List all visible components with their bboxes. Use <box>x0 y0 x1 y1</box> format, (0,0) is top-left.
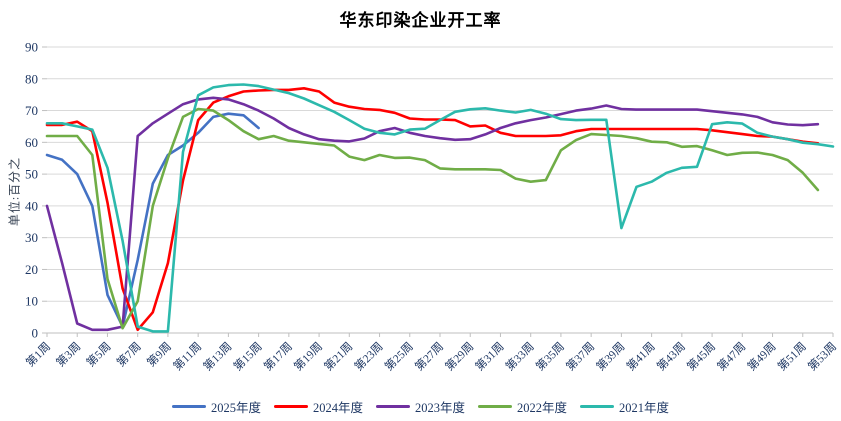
x-tick-label: 第11周 <box>170 339 204 373</box>
y-tick-label: 10 <box>25 294 38 309</box>
x-tick-label: 第9周 <box>144 339 174 369</box>
legend-label: 2024年度 <box>312 401 363 415</box>
gridlines <box>42 46 834 337</box>
x-tick-label: 第51周 <box>775 339 809 373</box>
legend-label: 2023年度 <box>414 401 465 415</box>
legend-item: 2023年度 <box>375 397 465 416</box>
x-tick-label: 第33周 <box>503 339 537 373</box>
x-tick-label: 第1周 <box>23 339 53 369</box>
x-tick-label: 第23周 <box>351 339 385 373</box>
y-tick-label: 40 <box>25 198 38 213</box>
y-axis-title: 单位:百分之 <box>7 156 22 227</box>
legend-item: 2021年度 <box>580 397 669 416</box>
x-tick-label: 第3周 <box>53 339 83 369</box>
x-tick-label: 第5周 <box>83 339 113 369</box>
x-tick-label: 第21周 <box>321 339 355 373</box>
series-line-2024年度 <box>45 87 820 332</box>
y-tick-label: 30 <box>25 230 38 245</box>
chart-title: 华东印染企业开工率 <box>339 11 502 30</box>
legend-item: 2024年度 <box>273 397 363 416</box>
series-line-2021年度 <box>45 83 835 333</box>
x-tick-label: 第25周 <box>382 339 416 373</box>
x-tick-label: 第47周 <box>714 339 748 373</box>
legend-item: 2022年度 <box>478 397 567 416</box>
x-axis-tick-labels: 第1周 第3周 第5周 第7周 第9周第11周第13周第15周第17周第19周第21周第… <box>23 339 839 373</box>
y-tick-label: 20 <box>25 262 38 277</box>
x-tick-label: 第41周 <box>623 339 657 373</box>
x-tick-label: 第53周 <box>805 339 839 373</box>
x-tick-label: 第31周 <box>472 339 506 373</box>
x-tick-label: 第7周 <box>114 339 144 369</box>
series-line-2025年度 <box>45 112 260 328</box>
legend-line-swatch <box>375 404 410 409</box>
x-tick-label: 第19周 <box>291 339 325 373</box>
y-tick-label: 90 <box>25 40 38 55</box>
y-tick-label: 0 <box>32 326 39 341</box>
legend: 2025年度 2024年度 2023年度 2022年度 2021年度 <box>0 397 841 416</box>
x-tick-label: 第15周 <box>230 339 264 373</box>
y-tick-label: 80 <box>25 71 38 86</box>
legend-line-swatch <box>273 404 308 409</box>
y-tick-label: 60 <box>25 135 38 150</box>
y-axis-tick-labels: 0 10 20 30 40 50 60 70 80 90 <box>25 40 38 341</box>
x-tick-label: 第43周 <box>654 339 688 373</box>
x-tick-label: 第35周 <box>533 339 567 373</box>
x-tick-label: 第27周 <box>412 339 446 373</box>
legend-label: 2022年度 <box>517 401 568 415</box>
x-tick-label: 第45周 <box>684 339 718 373</box>
x-tick-label: 第39周 <box>593 339 627 373</box>
legend-item: 2025年度 <box>171 397 261 416</box>
data-series-lines <box>45 83 835 333</box>
series-line-2023年度 <box>45 96 820 332</box>
series-line-2022年度 <box>45 107 820 330</box>
x-tick-label: 第29周 <box>442 339 476 373</box>
x-tick-label: 第17周 <box>261 339 295 373</box>
y-tick-label: 50 <box>25 167 38 182</box>
legend-label: 2025年度 <box>210 401 261 415</box>
legend-line-swatch <box>171 404 206 409</box>
legend-line-swatch <box>478 404 512 409</box>
x-tick-label: 第37周 <box>563 339 597 373</box>
y-tick-label: 70 <box>25 103 38 118</box>
x-tick-label: 第13周 <box>200 339 234 373</box>
legend-label: 2021年度 <box>619 401 670 415</box>
legend-line-swatch <box>580 404 615 409</box>
x-tick-label: 第49周 <box>744 339 778 373</box>
